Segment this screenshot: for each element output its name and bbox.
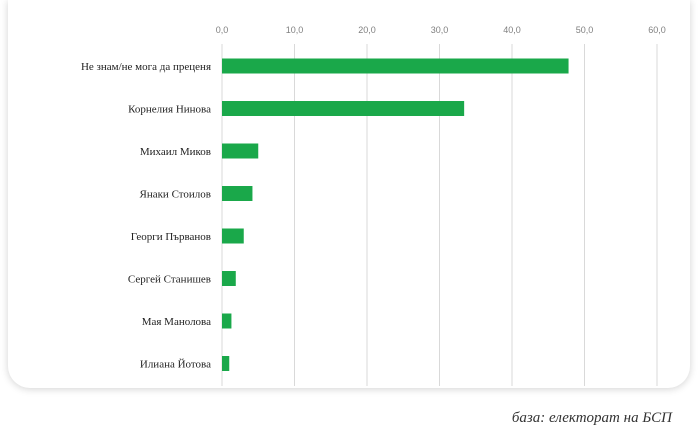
category-label: Сергей Станишев — [128, 274, 211, 286]
bar — [222, 101, 465, 116]
x-tick-label: 30,0 — [431, 25, 449, 35]
x-tick-label: 50,0 — [576, 25, 594, 35]
x-tick-label: 0,0 — [216, 25, 229, 35]
footnote: база: електорат на БСП — [511, 410, 672, 426]
x-tick-label: 40,0 — [503, 25, 521, 35]
category-label: Не знам/не мога да преценя — [81, 61, 211, 73]
bar — [222, 186, 253, 201]
bar — [222, 228, 244, 244]
category-label: Янаки Стоилов — [139, 189, 211, 201]
x-tick-label: 10,0 — [286, 25, 304, 35]
category-label: Илиана Йотова — [140, 359, 211, 371]
category-label: Георги Първанов — [131, 231, 211, 243]
bar — [222, 143, 259, 159]
x-tick-label: 60,0 — [648, 25, 666, 35]
category-label: Корнелия Нинова — [128, 104, 211, 116]
bar — [222, 356, 230, 371]
x-tick-label: 20,0 — [358, 25, 376, 35]
bar — [222, 271, 236, 286]
bar — [222, 313, 232, 329]
category-label: Михаил Миков — [140, 146, 211, 158]
category-label: Мая Манолова — [142, 316, 211, 328]
bar — [222, 58, 569, 74]
